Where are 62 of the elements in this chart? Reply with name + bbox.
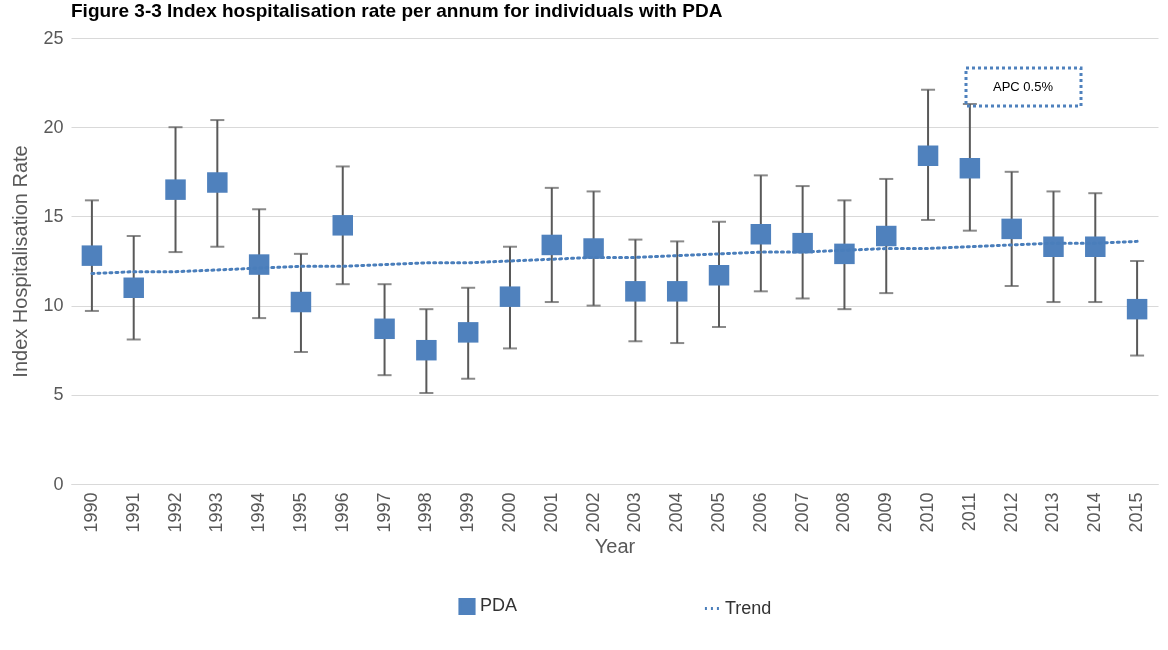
x-tick-label: 2006 — [749, 492, 770, 533]
x-tick-label: 2004 — [666, 492, 687, 533]
point — [123, 277, 144, 299]
point — [1126, 298, 1148, 320]
y-axis-title: Index Hospitalisation Rate — [9, 145, 32, 378]
legend-label: Trend — [725, 597, 772, 618]
x-tick-label: 2010 — [917, 492, 938, 533]
point — [290, 291, 312, 313]
x-tick-label: 1995 — [289, 492, 310, 533]
point — [876, 225, 897, 247]
point — [374, 318, 395, 340]
point — [1085, 236, 1106, 257]
y-tick-label: 10 — [43, 295, 64, 316]
point — [625, 281, 646, 302]
x-tick-label: 2002 — [582, 492, 603, 533]
point — [1001, 218, 1022, 240]
point — [332, 215, 353, 236]
x-tick-label: 1998 — [415, 492, 436, 533]
x-tick-label: 1993 — [206, 492, 227, 533]
x-tick-label: 2000 — [498, 492, 519, 533]
x-tick-label: 2003 — [624, 492, 645, 533]
point — [457, 322, 479, 343]
point — [750, 223, 772, 245]
point — [959, 157, 981, 179]
x-tick-label: 2011 — [958, 492, 979, 532]
point — [666, 281, 688, 302]
x-tick-label: 1990 — [80, 492, 101, 533]
y-tick-label: 25 — [43, 27, 64, 48]
point — [499, 286, 521, 307]
point — [207, 172, 228, 193]
x-tick-label: 2015 — [1126, 492, 1147, 533]
point — [792, 232, 813, 254]
x-tick-label: 2001 — [540, 492, 561, 533]
point — [165, 179, 186, 200]
point — [81, 245, 103, 266]
point — [708, 265, 730, 286]
x-tick-label: 1996 — [331, 492, 352, 533]
chart-title: Figure 3-3 Index hospitalisation rate per annum for individuals with PDA — [71, 0, 723, 21]
legend-label: PDA — [480, 595, 518, 616]
point — [541, 234, 563, 256]
x-tick-label: 1997 — [373, 492, 394, 533]
y-tick-label: 15 — [43, 205, 64, 226]
x-tick-label: 2007 — [791, 492, 812, 533]
x-axis-title: Year — [594, 534, 636, 557]
point — [416, 339, 437, 361]
x-tick-label: 2008 — [833, 492, 854, 533]
x-tick-label: 1999 — [457, 492, 478, 533]
y-tick-label: 5 — [53, 384, 64, 405]
x-tick-label: 2014 — [1084, 492, 1105, 533]
x-tick-label: 1994 — [248, 492, 269, 533]
point — [583, 238, 604, 259]
y-tick-label: 20 — [43, 116, 64, 137]
x-tick-label: 2013 — [1042, 492, 1063, 533]
x-tick-label: 1992 — [164, 492, 185, 533]
x-tick-label: 2009 — [875, 492, 896, 533]
x-tick-label: 1991 — [122, 492, 143, 533]
point — [917, 145, 939, 166]
y-tick-label: 0 — [53, 473, 64, 494]
x-tick-label: 2012 — [1000, 492, 1021, 533]
annotation: APC 0.5% — [993, 79, 1054, 94]
point — [1043, 236, 1064, 257]
x-tick-label: 2005 — [708, 492, 729, 533]
